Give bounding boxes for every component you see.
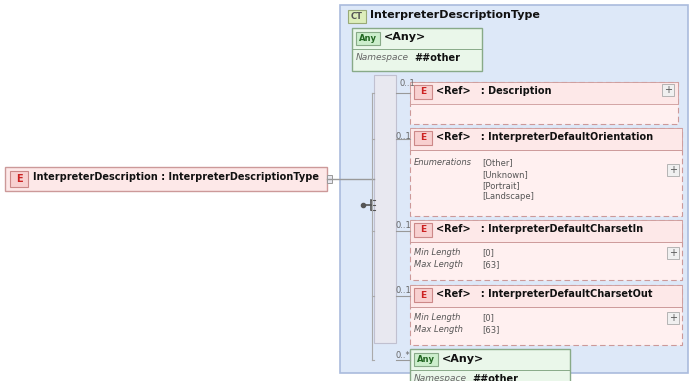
Bar — [662, 84, 674, 96]
Bar — [414, 353, 438, 366]
Text: E: E — [420, 88, 426, 96]
Text: [0]: [0] — [482, 248, 494, 257]
Text: Enumerations: Enumerations — [414, 158, 472, 167]
Text: +: + — [669, 248, 677, 258]
Bar — [10, 171, 28, 187]
Text: [0]: [0] — [482, 313, 494, 322]
Bar — [356, 32, 380, 45]
Bar — [340, 5, 688, 373]
Text: <Ref>   : InterpreterDefaultCharsetOut: <Ref> : InterpreterDefaultCharsetOut — [436, 289, 652, 299]
Text: Max Length: Max Length — [414, 260, 463, 269]
Text: <Ref>   : Description: <Ref> : Description — [436, 86, 552, 96]
Text: ##other: ##other — [472, 374, 518, 381]
Text: CT: CT — [351, 12, 363, 21]
Text: Max Length: Max Length — [414, 325, 463, 334]
Text: <Ref>   : InterpreterDefaultCharsetIn: <Ref> : InterpreterDefaultCharsetIn — [436, 224, 643, 234]
Text: <Any>: <Any> — [384, 32, 426, 42]
Text: 0..1: 0..1 — [396, 221, 412, 230]
Text: Any: Any — [417, 355, 435, 364]
Bar — [348, 10, 366, 23]
Bar — [410, 82, 678, 124]
Bar — [352, 28, 482, 71]
Text: [63]: [63] — [482, 260, 500, 269]
Text: Namespace: Namespace — [414, 374, 467, 381]
Text: [63]: [63] — [482, 325, 500, 334]
Bar — [667, 247, 679, 259]
Text: <Ref>   : InterpreterDefaultOrientation: <Ref> : InterpreterDefaultOrientation — [436, 132, 653, 142]
Bar — [5, 167, 327, 191]
Text: E: E — [420, 226, 426, 234]
Text: 0..1: 0..1 — [396, 286, 412, 295]
Text: InterpreterDescriptionType: InterpreterDescriptionType — [370, 10, 540, 20]
Bar — [667, 164, 679, 176]
Text: [Landscape]: [Landscape] — [482, 192, 534, 201]
Text: Min Length: Min Length — [414, 248, 460, 257]
Text: InterpreterDescription : InterpreterDescriptionType: InterpreterDescription : InterpreterDesc… — [33, 172, 319, 182]
Bar — [414, 85, 432, 99]
Bar — [414, 131, 432, 145]
Bar — [410, 285, 682, 345]
Bar — [414, 223, 432, 237]
Text: 0..1: 0..1 — [400, 79, 416, 88]
Text: +: + — [664, 85, 672, 95]
Text: E: E — [420, 133, 426, 142]
Bar — [410, 220, 682, 280]
Text: <Any>: <Any> — [442, 354, 484, 364]
Bar — [327, 175, 332, 183]
Bar — [410, 128, 682, 150]
Text: 0..1: 0..1 — [396, 132, 412, 141]
Bar — [414, 288, 432, 302]
Bar — [667, 312, 679, 324]
Text: 0..*: 0..* — [396, 351, 411, 360]
Text: ##other: ##other — [414, 53, 460, 63]
Bar — [410, 220, 682, 242]
Text: [Portrait]: [Portrait] — [482, 181, 520, 190]
Bar — [374, 75, 396, 343]
Bar — [410, 82, 678, 104]
Text: Namespace: Namespace — [356, 53, 409, 62]
Text: E: E — [16, 174, 22, 184]
Text: +: + — [669, 313, 677, 323]
Text: +: + — [669, 165, 677, 175]
Text: [Unknown]: [Unknown] — [482, 170, 527, 179]
Bar — [410, 128, 682, 216]
Text: E: E — [420, 290, 426, 299]
Text: [Other]: [Other] — [482, 158, 513, 167]
Bar — [410, 349, 570, 381]
Bar — [410, 285, 682, 307]
Text: Any: Any — [359, 34, 377, 43]
Text: Min Length: Min Length — [414, 313, 460, 322]
